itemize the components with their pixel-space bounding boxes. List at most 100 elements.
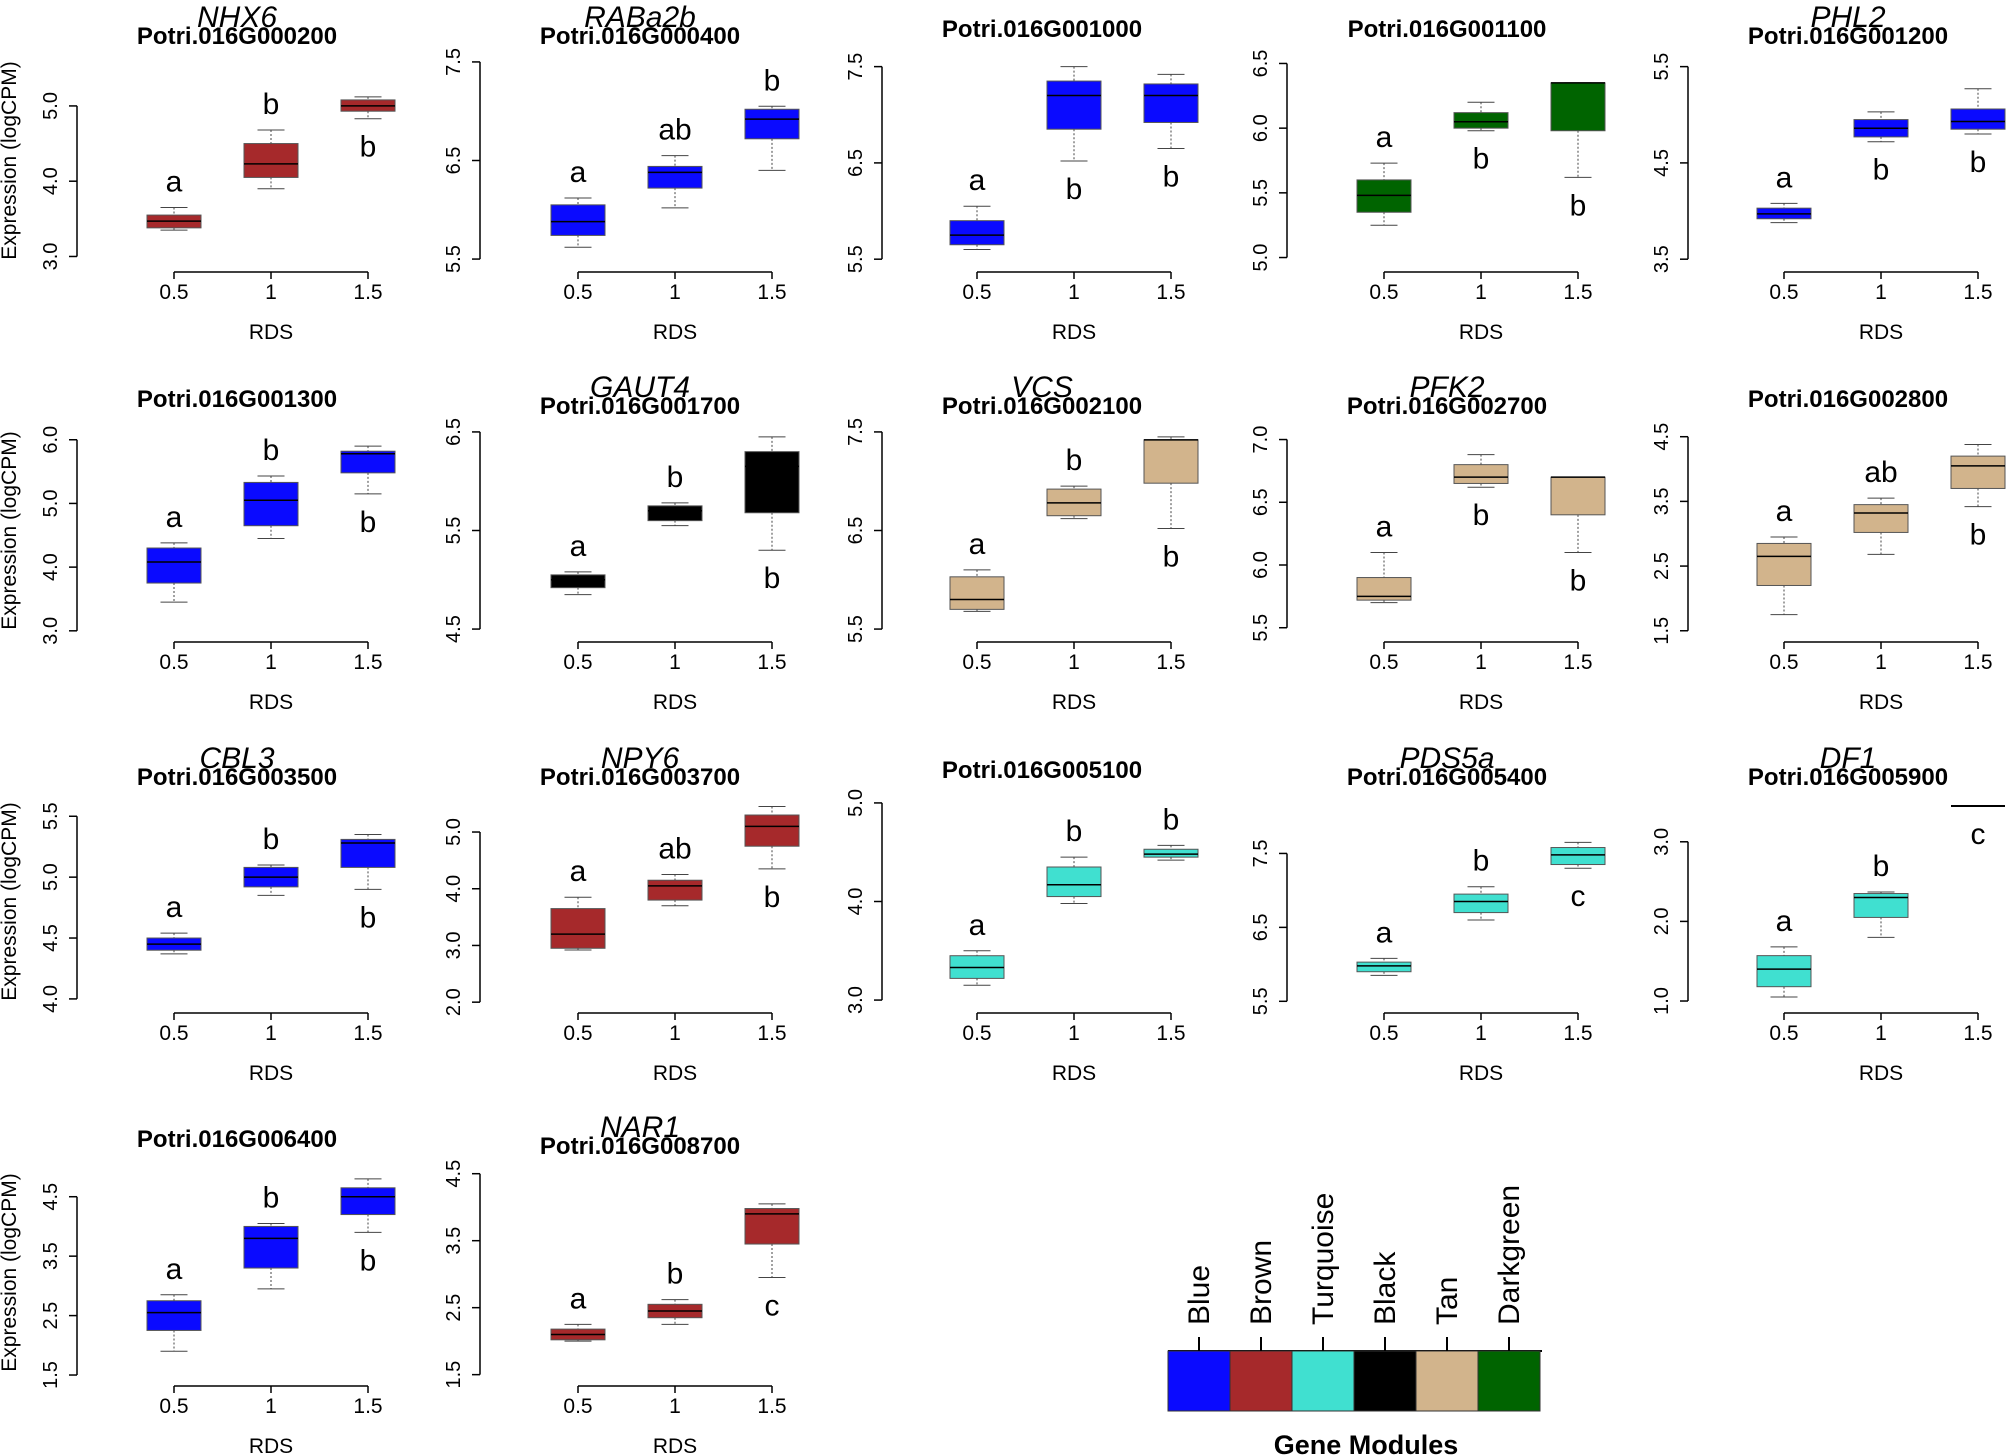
- x-axis-label: RDS: [1459, 691, 1503, 714]
- y-tick-label: 6.0: [1250, 114, 1272, 142]
- box-1.5: b: [340, 96, 396, 164]
- significance-letter: a: [570, 156, 587, 189]
- x-tick-label: 1.5: [1156, 281, 1185, 304]
- legend-label-brown: Brown: [1245, 1240, 1278, 1325]
- x-tick-label: 1.5: [1963, 281, 1992, 304]
- y-tick-label: 5.5: [845, 615, 867, 643]
- iqr-box: [1853, 504, 1909, 533]
- box-1: b: [1046, 815, 1102, 904]
- x-tick-label: 1: [1475, 281, 1487, 304]
- box-1.5: b: [1550, 476, 1606, 597]
- gene-id: Potri.016G002800: [1748, 386, 1948, 413]
- legend-label-black: Black: [1369, 1251, 1402, 1325]
- box-0.5: a: [550, 1282, 606, 1342]
- legend-swatch-darkgreen: [1477, 1350, 1541, 1412]
- iqr-box: [1046, 866, 1102, 898]
- significance-letter: a: [166, 166, 183, 199]
- boxplot-panel-Potri.016G006400: Potri.016G006400 1.5 2.5 3.5 4.5 0.5 1 1.5 RDS Ex…: [0, 1126, 396, 1456]
- box-1.5: c: [1550, 841, 1606, 913]
- gene-id: Potri.016G005400: [1347, 764, 1547, 791]
- gene-name: PFK2: [1409, 371, 1484, 404]
- x-axis-label: RDS: [249, 1435, 293, 1456]
- y-tick-label: 7.5: [1250, 840, 1272, 868]
- box-1: b: [1453, 845, 1509, 921]
- box-1: b: [1853, 111, 1909, 187]
- y-tick-label: 3.0: [40, 617, 62, 645]
- x-tick-label: 1.5: [353, 1022, 382, 1045]
- significance-letter: b: [1066, 173, 1083, 206]
- significance-letter: b: [1163, 541, 1180, 574]
- y-tick-label: 5.5: [1651, 53, 1673, 81]
- x-tick-label: 0.5: [563, 1022, 592, 1045]
- y-tick-label: 1.5: [1651, 617, 1673, 645]
- gene-name: NAR1: [600, 1111, 680, 1144]
- significance-letter: b: [1066, 444, 1083, 477]
- significance-letter: a: [570, 530, 587, 563]
- y-tick-label: 6.5: [443, 418, 465, 446]
- x-tick-label: 0.5: [1769, 651, 1798, 674]
- iqr-box: [1756, 955, 1812, 988]
- significance-letter: a: [570, 1282, 587, 1315]
- y-tick-label: 3.0: [40, 243, 62, 271]
- significance-letter: b: [360, 901, 377, 934]
- box-1: b: [1453, 101, 1509, 176]
- gene-id: Potri.016G005900: [1748, 764, 1948, 791]
- significance-letter: b: [1473, 499, 1490, 532]
- gene-id: Potri.016G001300: [137, 386, 337, 413]
- gene-id: Potri.016G001100: [1348, 16, 1547, 43]
- significance-letter: b: [667, 461, 684, 494]
- significance-letter: c: [1971, 818, 1986, 851]
- x-tick-label: 1: [265, 1022, 277, 1045]
- y-tick-label: 5.5: [443, 517, 465, 545]
- x-tick-label: 1: [1475, 651, 1487, 674]
- x-axis-label: RDS: [653, 1062, 697, 1085]
- x-tick-label: 0.5: [1369, 651, 1398, 674]
- gene-name: NPY6: [601, 742, 680, 775]
- x-tick-label: 1.5: [1563, 281, 1592, 304]
- x-tick-label: 1: [1875, 281, 1887, 304]
- x-tick-label: 1: [669, 651, 681, 674]
- significance-letter: a: [1776, 495, 1793, 528]
- iqr-box: [647, 505, 703, 522]
- x-axis-label: RDS: [1052, 1062, 1096, 1085]
- y-tick-label: 5.0: [845, 789, 867, 817]
- gene-name: CBL3: [199, 742, 274, 775]
- iqr-box: [744, 108, 800, 140]
- y-tick-label: 5.5: [1250, 987, 1272, 1015]
- x-tick-label: 0.5: [1369, 281, 1398, 304]
- iqr-box: [243, 1225, 299, 1269]
- box-0.5: a: [146, 891, 202, 955]
- box-1.5: b: [1143, 803, 1199, 861]
- boxplot-panel-Potri.016G005100: Potri.016G005100 3.0 4.0 5.0 0.5 1 1.5 RDS a b b: [845, 757, 1199, 1085]
- box-0.5: a: [550, 855, 606, 951]
- y-axis-label: Expression (logCPM): [0, 61, 21, 259]
- box-1.5: b: [744, 806, 800, 914]
- gene-id: Potri.016G002700: [1347, 393, 1547, 420]
- significance-letter: b: [764, 64, 781, 97]
- y-tick-label: 2.0: [1651, 907, 1673, 935]
- x-tick-label: 0.5: [159, 651, 188, 674]
- y-tick-label: 7.0: [1250, 426, 1272, 454]
- gene-id: Potri.016G003500: [137, 764, 337, 791]
- box-0.5: a: [146, 1253, 202, 1352]
- y-axis-label: Expression (logCPM): [0, 802, 21, 1000]
- x-axis-label: RDS: [1859, 691, 1903, 714]
- x-tick-label: 0.5: [962, 281, 991, 304]
- boxplot-panel-Potri.016G001300: Potri.016G001300 3.0 4.0 5.0 6.0 0.5 1 1.5 RDS Ex…: [0, 386, 396, 714]
- x-tick-label: 1: [1875, 651, 1887, 674]
- x-tick-label: 1: [669, 1022, 681, 1045]
- y-tick-label: 5.5: [845, 245, 867, 273]
- significance-letter: a: [969, 528, 986, 561]
- box-1: ab: [647, 114, 703, 209]
- box-1: ab: [647, 833, 703, 907]
- significance-letter: b: [1163, 160, 1180, 193]
- y-tick-label: 5.5: [1250, 179, 1272, 207]
- iqr-box: [1756, 542, 1812, 586]
- box-1.5: b: [1143, 73, 1199, 193]
- legend-label-darkgreen: Darkgreen: [1493, 1185, 1526, 1325]
- iqr-box: [744, 814, 800, 847]
- y-tick-label: 3.5: [1651, 245, 1673, 273]
- iqr-box: [1453, 112, 1509, 129]
